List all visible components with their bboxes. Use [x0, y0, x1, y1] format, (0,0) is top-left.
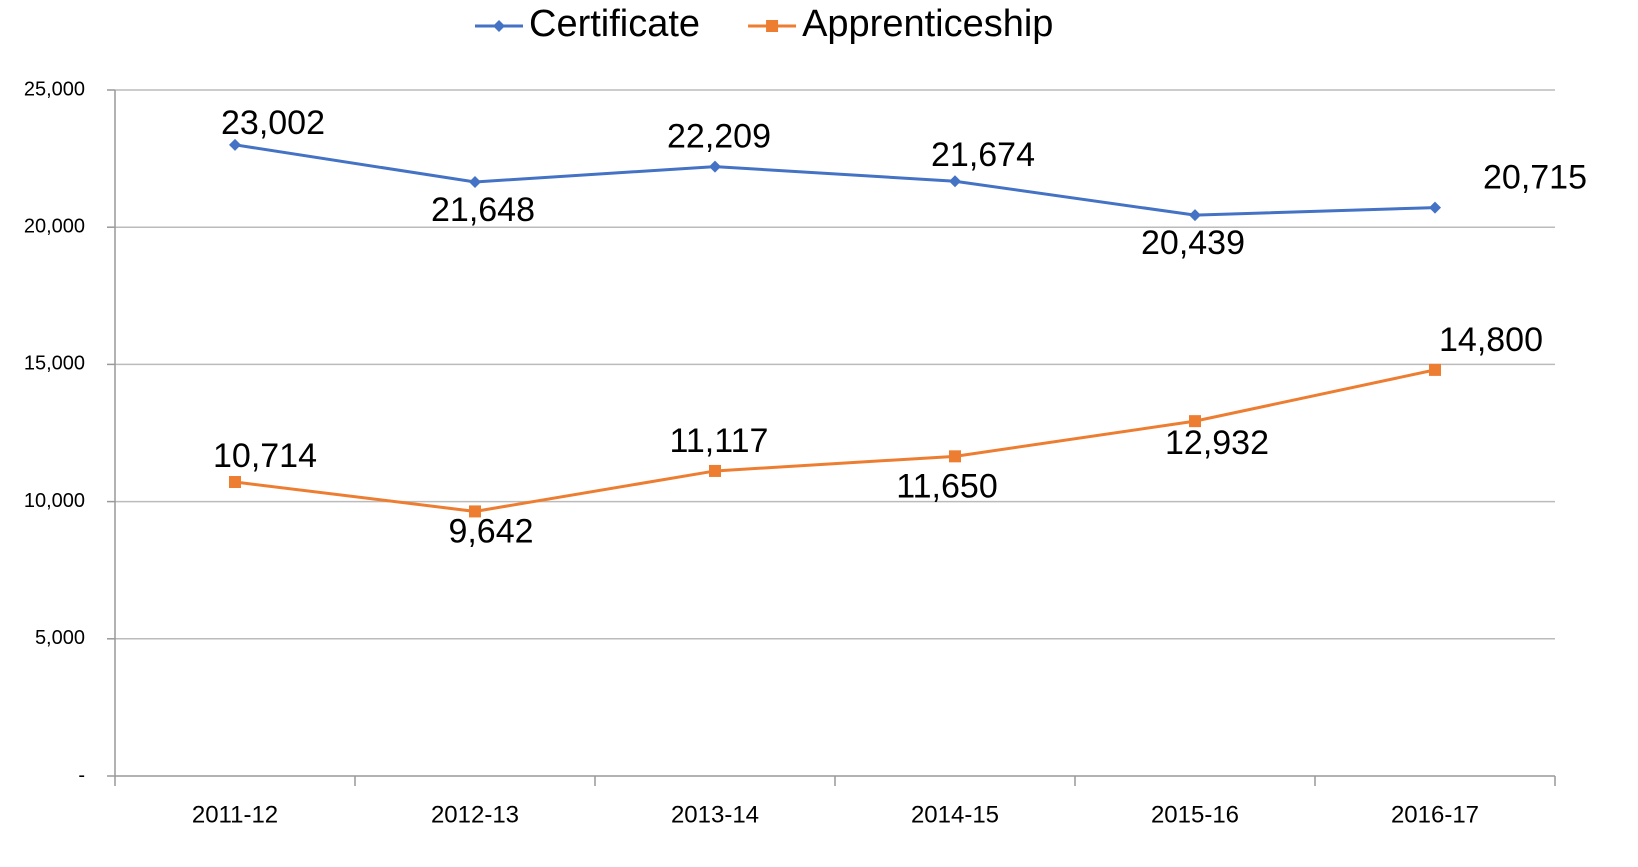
data-label: 14,800: [1439, 321, 1543, 359]
data-label: 11,117: [670, 422, 769, 460]
marker: [469, 505, 481, 518]
marker: [469, 175, 481, 188]
x-tick-label: 2013-14: [671, 801, 759, 828]
data-label: 21,648: [431, 191, 535, 229]
x-tick-label: 2014-15: [911, 801, 999, 828]
data-label: 20,439: [1141, 224, 1245, 262]
y-tick-label: 15,000: [24, 353, 85, 375]
data-label: 12,932: [1165, 424, 1269, 462]
x-tick-label: 2015-16: [1151, 801, 1239, 828]
x-tick-label: 2012-13: [431, 801, 519, 828]
marker: [949, 450, 961, 463]
x-tick-label: 2011-12: [192, 801, 278, 828]
data-label: 22,209: [667, 118, 771, 156]
marker: [709, 160, 721, 173]
y-tick-label: 20,000: [24, 215, 85, 237]
legend-marker: [493, 20, 505, 32]
y-tick-label: 10,000: [24, 490, 85, 512]
data-label: 23,002: [221, 104, 325, 142]
marker: [1429, 363, 1441, 376]
legend-label: Apprenticeship: [802, 3, 1053, 45]
data-label: 20,715: [1483, 159, 1587, 197]
legend-label: Certificate: [529, 3, 700, 45]
data-label: 10,714: [213, 437, 317, 475]
data-label: 11,650: [896, 467, 997, 505]
x-tick-label: 2016-17: [1391, 801, 1479, 828]
marker: [1429, 201, 1441, 214]
series-line: [234, 143, 1436, 217]
data-label: 21,674: [931, 136, 1035, 174]
legend-marker: [766, 20, 779, 32]
marker: [709, 464, 721, 477]
marker: [229, 476, 241, 489]
marker: [229, 138, 241, 151]
series-line: [234, 368, 1436, 513]
data-label: 9,642: [448, 512, 533, 550]
marker: [1189, 209, 1201, 222]
marker: [1189, 415, 1201, 428]
y-tick-label: -: [78, 764, 85, 786]
marker: [949, 175, 961, 188]
y-tick-label: 25,000: [24, 78, 85, 100]
y-tick-label: 5,000: [35, 627, 85, 649]
